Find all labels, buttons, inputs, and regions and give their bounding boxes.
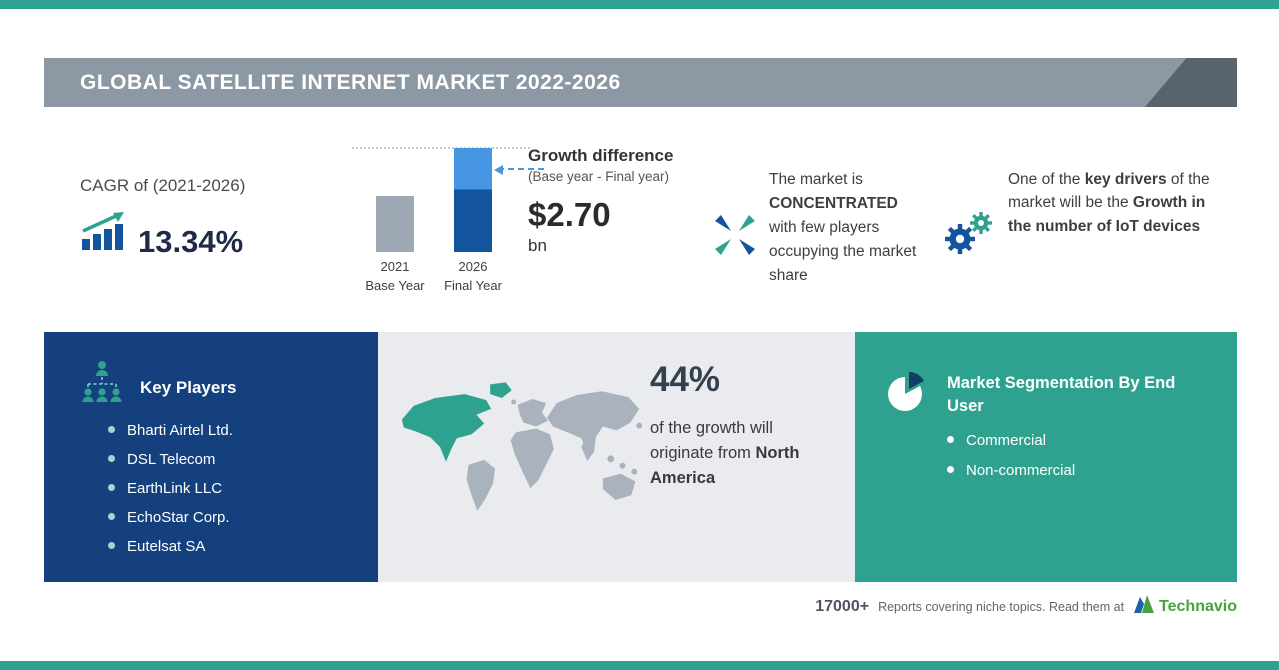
concentration-post: with few players occupying the market sh…: [769, 219, 917, 285]
key-driver-b1: key drivers: [1084, 171, 1167, 188]
header-banner: GLOBAL SATELLITE INTERNET MARKET 2022-20…: [44, 58, 1237, 107]
key-driver-t2: of the market will be the: [1008, 171, 1210, 212]
growth-title: Growth difference: [528, 146, 674, 165]
bottom-brand-strip: [0, 661, 1279, 670]
concentration-highlight: CONCENTRATED: [769, 195, 898, 213]
key-player-item: DSL Telecom: [108, 451, 233, 468]
concentration-text: The market is CONCENTRATED with few play…: [769, 168, 929, 288]
bar-caption-2026: Final Year: [444, 277, 502, 293]
dotted-guide-line: [352, 147, 530, 149]
key-player-item: Bharti Airtel Ltd.: [108, 422, 233, 439]
segmentation-list: Commercial Non-commercial: [947, 432, 1075, 492]
bar-label-2026: 2026 Final Year: [427, 258, 519, 296]
segmentation-item: Commercial: [947, 432, 1075, 449]
page-title: GLOBAL SATELLITE INTERNET MARKET 2022-20…: [80, 71, 621, 94]
region-percentage: 44%: [650, 360, 721, 399]
cagr-label: CAGR of (2021-2026): [80, 176, 246, 195]
footer: 17000+ Reports covering niche topics. Re…: [815, 594, 1237, 619]
concentration-pre: The market is: [769, 171, 863, 188]
key-driver-text: One of the key drivers of the market wil…: [1008, 168, 1222, 238]
region-stat-block: 44% of the growth will originate from No…: [650, 360, 825, 490]
bar-label-2021: 2021 Base Year: [349, 258, 441, 296]
bar-2026: [454, 148, 492, 252]
key-players-list: Bharti Airtel Ltd. DSL Telecom EarthLink…: [108, 422, 233, 567]
bar-year-2021: 2021: [380, 259, 410, 274]
growth-unit: bn: [528, 236, 547, 255]
region-panel: 44% of the growth will originate from No…: [378, 332, 855, 582]
growth-arrow: [494, 165, 544, 175]
reports-count: 17000+: [815, 597, 870, 615]
key-driver-t1: One of the: [1008, 171, 1081, 188]
top-brand-strip: [0, 0, 1279, 9]
growth-trend-icon: [80, 212, 126, 257]
region-highlight: North America: [650, 443, 800, 487]
segmentation-item: Non-commercial: [947, 462, 1075, 479]
bar-year-2026: 2026: [458, 259, 488, 274]
key-players-panel: Key Players Bharti Airtel Ltd. DSL Telec…: [44, 332, 378, 582]
technavio-brand-text: Technavio: [1159, 597, 1237, 615]
region-text-body: of the growth will originate from: [650, 419, 773, 462]
world-map: [394, 378, 649, 531]
growth-subtitle: (Base year - Final year): [528, 169, 670, 184]
gears-icon: [941, 210, 993, 263]
technavio-logo: Technavio: [1133, 594, 1237, 619]
footer-text: Reports covering niche topics. Read them…: [878, 599, 1125, 614]
key-player-item: Eutelsat SA: [108, 538, 233, 555]
bar-2021: [376, 196, 414, 252]
converging-arrows-icon: [712, 212, 758, 263]
bar-caption-2021: Base Year: [365, 277, 425, 293]
key-player-item: EchoStar Corp.: [108, 509, 233, 526]
technavio-logo-icon: [1133, 594, 1155, 619]
key-driver-b2: Growth in the number of IoT devices: [1008, 194, 1206, 235]
pie-chart-icon: [885, 368, 931, 419]
cagr-block: 13.34%: [80, 212, 243, 257]
segmentation-title: Market Segmentation By End User: [947, 374, 1176, 416]
growth-bar-chart: 2021 Base Year 2026 Final Year: [349, 140, 544, 296]
key-players-title: Key Players: [140, 378, 237, 397]
region-text: of the growth will originate from North …: [650, 416, 825, 490]
growth-amount: $2.70: [528, 196, 611, 233]
growth-difference-block: Growth difference (Base year - Final yea…: [528, 146, 673, 256]
segmentation-panel: Market Segmentation By End User Commerci…: [855, 332, 1237, 582]
people-network-icon: [78, 358, 126, 411]
key-player-item: EarthLink LLC: [108, 480, 233, 497]
cagr-value: 13.34%: [138, 224, 244, 259]
